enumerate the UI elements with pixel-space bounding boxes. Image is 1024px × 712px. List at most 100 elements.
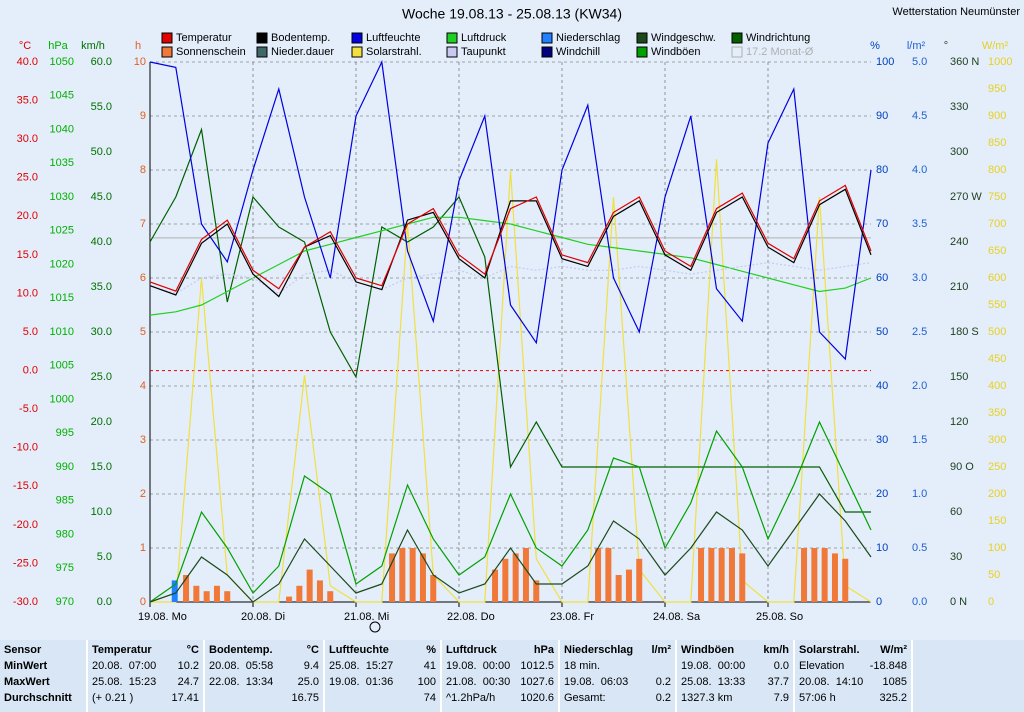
bar bbox=[636, 558, 643, 602]
stats-row: (+ 0.21 ) 17.41 bbox=[92, 690, 199, 706]
y-tick-label: -10.0 bbox=[13, 442, 38, 454]
bar bbox=[728, 548, 735, 602]
y-tick-label: 100 bbox=[988, 542, 1006, 554]
y-tick-label: 3 bbox=[140, 434, 146, 446]
bar bbox=[615, 575, 622, 602]
cell-left: 22.08. 13:34 bbox=[209, 676, 274, 688]
legend-swatch bbox=[256, 46, 268, 58]
y-tick-label: 300 bbox=[950, 146, 968, 158]
cell-left: 25.08. 13:33 bbox=[681, 676, 746, 688]
y-tick-label: 210 bbox=[950, 281, 968, 293]
y-tick-label: 1015 bbox=[50, 292, 74, 304]
y-tick-label: 0 bbox=[876, 596, 882, 608]
stats-row: 19.08. 01:36 100 bbox=[329, 674, 436, 690]
column-header: Luftdruck hPa bbox=[446, 642, 554, 658]
y-tick-label: 0 N bbox=[950, 596, 967, 608]
row-label: MaxWert bbox=[4, 674, 82, 690]
cell-right: 74 bbox=[423, 692, 436, 704]
y-tick-label: 600 bbox=[988, 272, 1006, 284]
y-tick-label: 100 bbox=[876, 56, 894, 68]
stats-row: 20.08. 05:58 9.4 bbox=[209, 658, 319, 674]
y-tick-label: 30 bbox=[950, 551, 962, 563]
station-name: Wetterstation Neumünster bbox=[892, 6, 1020, 18]
y-tick-label: 1005 bbox=[50, 360, 74, 372]
legend-swatch bbox=[636, 46, 648, 58]
y-tick-label: 180 S bbox=[950, 326, 979, 338]
y-tick-label: 850 bbox=[988, 137, 1006, 149]
bar bbox=[708, 548, 715, 602]
stats-row: 16.75 bbox=[209, 690, 319, 706]
cell-right: 100 bbox=[417, 676, 436, 688]
cell-right: 16.75 bbox=[291, 692, 319, 704]
legend-swatch bbox=[256, 32, 268, 44]
stats-column: Bodentemp. °C 20.08. 05:58 9.4 22.08. 13:34 2… bbox=[205, 640, 325, 712]
y-tick-label: 1010 bbox=[50, 326, 74, 338]
y-tick-label: 10 bbox=[876, 542, 888, 554]
cell-right: 9.4 bbox=[303, 660, 319, 672]
y-tick-label: 500 bbox=[988, 326, 1006, 338]
row-label-text: MinWert bbox=[4, 660, 48, 672]
x-tick-label: 21.08. Mi bbox=[344, 611, 389, 623]
bar bbox=[718, 548, 725, 602]
bar bbox=[739, 553, 746, 602]
y-tick-label: 400 bbox=[988, 380, 1006, 392]
cursor-icon bbox=[369, 621, 381, 633]
axis-unit: °C bbox=[19, 40, 31, 52]
legend-label: Niederschlag bbox=[556, 32, 620, 44]
bar bbox=[389, 553, 396, 602]
legend-label: Windgeschw. bbox=[651, 32, 716, 44]
stats-row: 25.08. 15:27 41 bbox=[329, 658, 436, 674]
series-line bbox=[149, 127, 871, 513]
header-text: Bodentemp. bbox=[209, 644, 273, 656]
legend-label: Windchill bbox=[556, 46, 600, 58]
bar bbox=[224, 591, 231, 602]
cell-right: 1020.6 bbox=[520, 692, 554, 704]
y-tick-label: 90 O bbox=[950, 461, 974, 473]
bar bbox=[316, 580, 323, 602]
y-tick-label: 200 bbox=[988, 488, 1006, 500]
y-tick-label: 1.0 bbox=[912, 488, 927, 500]
y-tick-label: 975 bbox=[56, 562, 74, 574]
y-tick-label: 0 bbox=[988, 596, 994, 608]
series-line bbox=[149, 420, 872, 603]
y-tick-label: -5.0 bbox=[19, 403, 38, 415]
bar bbox=[625, 569, 632, 602]
bar bbox=[842, 558, 849, 602]
y-tick-label: 4.0 bbox=[912, 164, 927, 176]
stats-column: Temperatur °C 20.08. 07:00 10.2 25.08. 15:23… bbox=[88, 640, 205, 712]
bar bbox=[831, 553, 838, 602]
bar bbox=[286, 596, 293, 602]
y-tick-label: 1040 bbox=[50, 123, 74, 135]
y-tick-label: 10.0 bbox=[91, 506, 112, 518]
bar bbox=[399, 548, 406, 602]
y-tick-label: 40.0 bbox=[17, 56, 38, 68]
legend-label: Luftfeuchte bbox=[366, 32, 420, 44]
y-tick-label: 60 bbox=[950, 506, 962, 518]
y-tick-label: -30.0 bbox=[13, 596, 38, 608]
bar bbox=[492, 569, 499, 602]
cell-right: 0.2 bbox=[655, 676, 671, 688]
cell-left: 57:06 h bbox=[799, 692, 836, 704]
stats-row: 22.08. 13:34 25.0 bbox=[209, 674, 319, 690]
chart-title: Woche 19.08.13 - 25.08.13 (KW34) bbox=[402, 6, 622, 22]
header-text: Temperatur bbox=[92, 644, 152, 656]
column-header: Bodentemp. °C bbox=[209, 642, 319, 658]
x-tick-label: 25.08. So bbox=[756, 611, 803, 623]
y-tick-label: 20.0 bbox=[91, 416, 112, 428]
legend-label: Taupunkt bbox=[461, 46, 506, 58]
bar bbox=[171, 580, 178, 602]
legend-swatch bbox=[731, 32, 743, 44]
chart: Woche 19.08.13 - 25.08.13 (KW34) Wetters… bbox=[12, 5, 1021, 633]
row-label: Durchschnitt bbox=[4, 690, 82, 706]
y-tick-label: 985 bbox=[56, 495, 74, 507]
y-tick-label: 1035 bbox=[50, 157, 74, 169]
y-tick-label: -25.0 bbox=[13, 557, 38, 569]
stats-row: 19.08. 00:00 0.0 bbox=[681, 658, 789, 674]
legend-label: Temperatur bbox=[176, 32, 232, 44]
y-tick-label: 750 bbox=[988, 191, 1006, 203]
stats-column: Niederschlag l/m² 18 min. 19.08. 06:03 0.2 Ge… bbox=[560, 640, 677, 712]
legend-swatch bbox=[541, 46, 553, 58]
y-tick-label: 2.0 bbox=[912, 380, 927, 392]
stats-column: Solarstrahl. W/m² Elevation -18.848 20.08. 1… bbox=[795, 640, 913, 712]
